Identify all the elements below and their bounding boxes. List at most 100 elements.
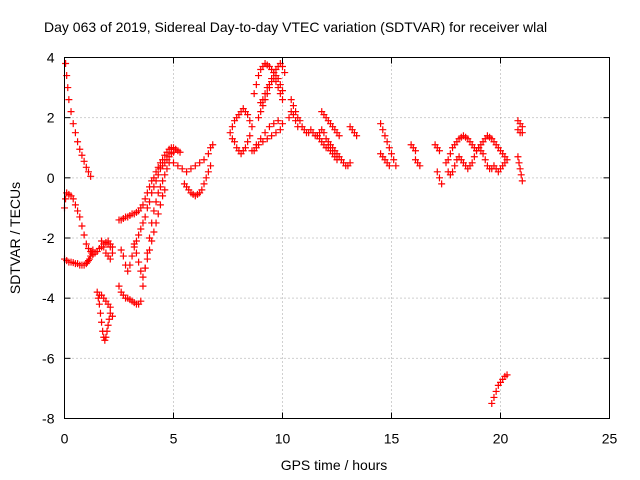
data-point <box>390 156 398 164</box>
series-arc-m <box>248 117 286 155</box>
x-tick-label: 20 <box>493 431 509 447</box>
data-point <box>170 159 177 167</box>
data-point <box>84 257 92 265</box>
series-arc-q <box>287 96 310 137</box>
data-point <box>515 159 523 167</box>
y-axis-label: SDTVAR / TECUs <box>7 182 23 294</box>
data-point <box>279 96 286 104</box>
data-point <box>148 237 156 245</box>
data-point <box>353 132 361 140</box>
data-point <box>268 75 276 83</box>
data-point <box>95 300 103 308</box>
data-point <box>119 252 127 260</box>
data-point <box>71 129 79 137</box>
series-arc-k <box>180 162 215 200</box>
data-point <box>252 81 260 89</box>
data-point <box>388 150 395 158</box>
data-point <box>87 172 95 180</box>
data-point <box>244 111 252 119</box>
data-point <box>514 153 522 161</box>
data-point <box>69 120 77 128</box>
series-arc-o <box>255 75 286 122</box>
data-point <box>152 219 160 227</box>
series-arc-h <box>115 159 173 308</box>
data-point <box>159 177 167 185</box>
data-point <box>289 102 297 110</box>
data-point <box>80 231 88 239</box>
data-point <box>105 315 113 323</box>
data-point <box>411 147 419 155</box>
data-point <box>141 213 149 221</box>
y-tick-labels: -8 -6 -4 -2 0 2 4 <box>42 50 55 427</box>
x-tick-label: 5 <box>170 431 178 447</box>
data-point <box>272 129 280 137</box>
data-point <box>226 129 234 137</box>
data-point <box>62 60 70 68</box>
data-point <box>261 90 269 98</box>
data-point <box>191 162 199 170</box>
series-arc-u <box>318 108 343 140</box>
data-point <box>150 228 158 236</box>
series-arc-ac <box>431 141 443 155</box>
data-point <box>152 198 160 206</box>
series-arc-z <box>407 141 419 155</box>
series-arc-e <box>98 237 116 263</box>
data-point <box>65 96 73 104</box>
data-point <box>433 168 441 176</box>
data-point <box>183 168 191 176</box>
data-point <box>67 108 75 116</box>
data-point <box>285 114 293 122</box>
data-point <box>255 114 263 122</box>
data-point <box>435 147 443 155</box>
data-point <box>250 90 258 98</box>
series-arc-ah <box>514 126 526 137</box>
data-point <box>248 123 256 131</box>
data-point <box>64 84 72 92</box>
data-point <box>516 165 524 173</box>
data-point <box>124 267 132 275</box>
data-point <box>479 150 487 158</box>
data-point <box>100 243 108 251</box>
data-point <box>174 162 182 170</box>
data-point <box>265 81 273 89</box>
y-tick-label: -6 <box>42 350 55 366</box>
series-arc-p <box>257 60 289 107</box>
data-point <box>69 195 77 203</box>
data-point <box>244 138 252 146</box>
data-point <box>176 148 184 156</box>
data-point <box>233 144 241 152</box>
x-tick-label: 10 <box>275 431 291 447</box>
data-point <box>268 132 276 140</box>
series-arc-ai <box>514 153 526 185</box>
data-point <box>346 159 354 167</box>
data-point <box>86 255 94 263</box>
data-point <box>115 282 123 290</box>
data-point <box>139 219 147 227</box>
series-arc-aa <box>411 156 424 170</box>
data-point <box>137 297 145 305</box>
data-point <box>98 318 106 326</box>
data-point <box>106 255 114 263</box>
data-point <box>141 264 149 272</box>
data-point <box>383 138 391 146</box>
data-point <box>438 180 446 188</box>
series-arc-i <box>130 186 169 281</box>
series-arc-l <box>226 105 256 158</box>
data-point <box>135 258 143 266</box>
y-tick-label: -4 <box>42 290 55 306</box>
data-point <box>261 129 269 137</box>
data-point <box>78 222 86 230</box>
data-point <box>159 192 167 200</box>
series-arc-j <box>170 141 217 176</box>
data-point <box>270 120 278 128</box>
data-point <box>246 117 254 125</box>
data-point <box>279 63 286 71</box>
data-point <box>84 168 92 176</box>
data-point <box>161 186 169 194</box>
data-point <box>187 165 195 173</box>
data-point <box>62 195 70 203</box>
series-arc-r <box>285 108 302 131</box>
data-point <box>178 165 186 173</box>
data-point <box>102 333 110 341</box>
data-point <box>200 180 208 188</box>
